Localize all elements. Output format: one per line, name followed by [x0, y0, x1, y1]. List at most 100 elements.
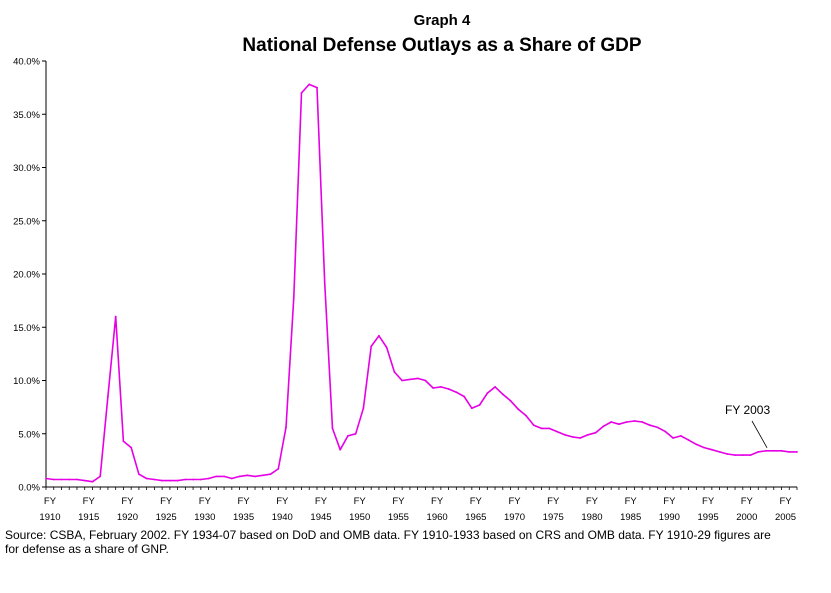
data-point: [114, 315, 117, 318]
data-point: [277, 468, 280, 470]
data-point: [316, 86, 318, 89]
data-point: [525, 414, 527, 417]
data-point: [463, 395, 465, 398]
data-point: [486, 392, 489, 395]
x-tick-year-label: 2000: [736, 512, 757, 523]
data-point: [68, 478, 71, 481]
x-tick-prefix-label: FY: [470, 496, 483, 507]
data-point: [548, 427, 551, 430]
data-point: [292, 296, 295, 299]
y-tick-label: 15.0%: [13, 323, 40, 334]
x-tick-year-label: 1970: [504, 512, 525, 523]
x-tick-prefix-label: FY: [392, 496, 405, 507]
data-point: [625, 421, 628, 423]
x-tick-prefix-label: FY: [121, 496, 134, 507]
data-point: [726, 453, 729, 455]
x-tick-prefix-label: FY: [237, 496, 250, 507]
chart-supertitle: Graph 4: [414, 12, 471, 29]
x-tick-prefix-label: FY: [702, 496, 715, 507]
data-point: [153, 478, 156, 481]
x-tick-year-label: 1925: [156, 512, 177, 523]
y-tick-label: 0.0%: [18, 483, 40, 494]
x-tick-prefix-label: FY: [199, 496, 212, 507]
data-point: [199, 478, 202, 481]
x-tick-year-label: 1910: [39, 512, 60, 523]
data-point: [757, 451, 760, 453]
data-point: [517, 408, 520, 411]
x-tick-prefix-label: FY: [83, 496, 96, 507]
data-point: [672, 437, 674, 439]
data-point: [680, 435, 682, 437]
data-point: [563, 433, 566, 436]
data-point: [308, 83, 311, 86]
data-point: [238, 475, 241, 478]
data-point: [230, 477, 233, 480]
x-tick-year-label: 1950: [349, 512, 370, 523]
data-point: [594, 431, 597, 434]
x-tick-year-label: 1935: [233, 512, 254, 523]
data-point: [556, 430, 558, 433]
data-point: [261, 474, 264, 477]
x-tick-prefix-label: FY: [508, 496, 521, 507]
data-point: [323, 281, 326, 284]
data-point: [393, 371, 396, 373]
y-tick-label: 20.0%: [13, 270, 40, 281]
x-tick-year-label: 1995: [698, 512, 719, 523]
data-point: [649, 424, 651, 427]
x-tick-prefix-label: FY: [586, 496, 599, 507]
x-tick-prefix-label: FY: [315, 496, 328, 507]
x-tick-year-label: 1980: [581, 512, 602, 523]
data-point: [370, 345, 373, 348]
x-tick-prefix-label: FY: [779, 496, 792, 507]
data-point: [796, 451, 798, 453]
data-point: [378, 334, 380, 337]
data-point: [416, 377, 419, 380]
data-point: [664, 430, 667, 433]
x-tick-year-label: 1945: [310, 512, 331, 523]
data-point: [470, 407, 473, 410]
data-point: [339, 448, 342, 451]
x-tick-year-label: 1990: [659, 512, 680, 523]
data-point: [703, 446, 705, 449]
data-point: [184, 478, 187, 481]
x-tick-prefix-label: FY: [431, 496, 444, 507]
x-tick-prefix-label: FY: [663, 496, 676, 507]
data-point: [145, 477, 148, 480]
y-tick-label: 10.0%: [13, 376, 40, 387]
defense-share-series-line: [45, 83, 797, 483]
data-point: [447, 388, 450, 390]
y-tick-label: 5.0%: [18, 429, 40, 440]
data-point: [618, 423, 620, 426]
data-point: [300, 92, 303, 94]
data-point: [532, 424, 535, 427]
data-point: [633, 420, 636, 422]
x-tick-prefix-label: FY: [160, 496, 173, 507]
data-point: [409, 378, 411, 381]
data-point: [494, 386, 496, 388]
data-point: [347, 435, 349, 437]
data-point: [540, 427, 543, 430]
data-point: [687, 439, 690, 441]
y-tick-label: 35.0%: [13, 110, 40, 121]
x-tick-year-label: 1975: [543, 512, 564, 523]
data-point: [440, 386, 442, 388]
data-point: [254, 475, 256, 478]
data-point: [455, 391, 458, 394]
data-point: [718, 451, 721, 453]
data-point: [331, 427, 334, 430]
data-point: [52, 478, 55, 481]
data-point: [571, 436, 574, 438]
x-tick-year-label: 1955: [388, 512, 409, 523]
data-point: [130, 446, 133, 449]
data-point: [765, 449, 767, 452]
y-tick-label: 25.0%: [13, 216, 40, 227]
data-point: [587, 433, 589, 436]
x-tick-year-label: 1985: [620, 512, 641, 523]
data-point: [432, 387, 434, 389]
data-point: [772, 449, 775, 452]
data-point: [610, 421, 613, 423]
data-point: [424, 379, 427, 382]
data-point: [107, 395, 109, 398]
data-point: [354, 432, 357, 435]
